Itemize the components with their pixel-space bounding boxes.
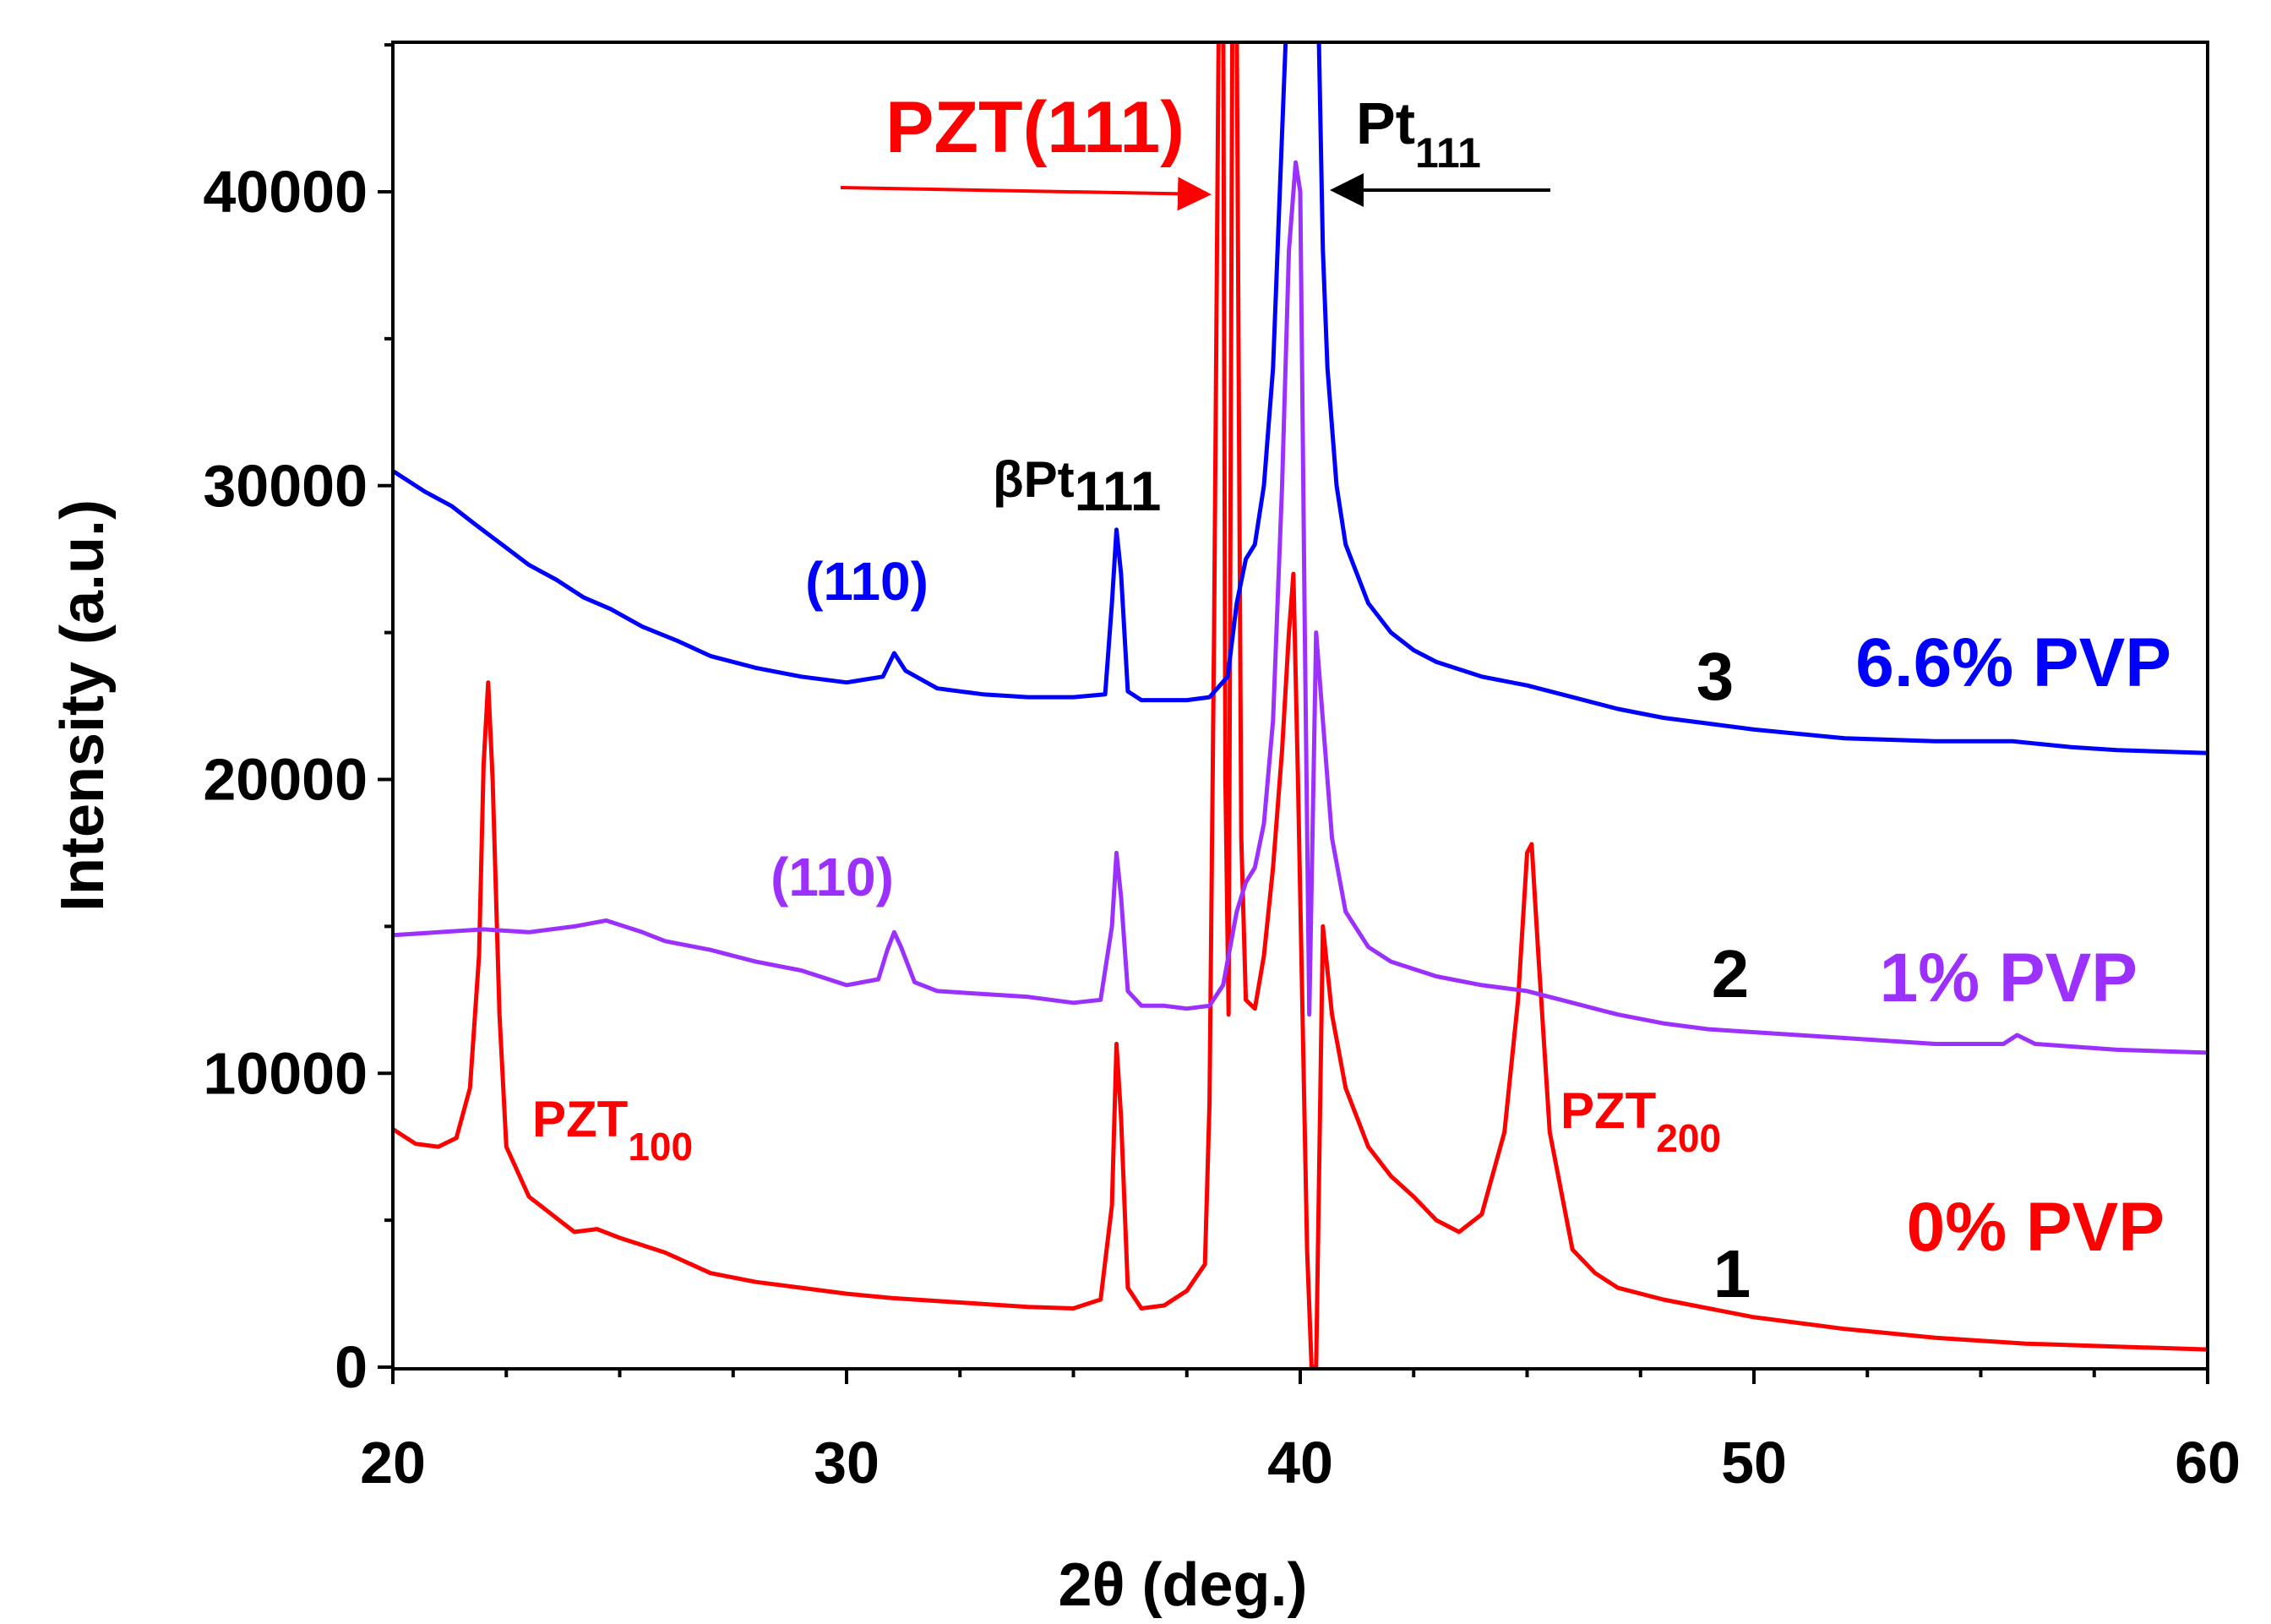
- curve-number-2: 2: [1712, 936, 1750, 1011]
- curve-number-1: 1: [1713, 1236, 1751, 1311]
- pzt100-label: PZT100: [532, 1091, 693, 1169]
- x-tick-label: 60: [2175, 1430, 2241, 1496]
- y-tick-label: 40000: [203, 159, 368, 225]
- y-tick-label: 20000: [203, 747, 368, 813]
- data-curves: [393, 42, 2208, 1369]
- series-line-0-pvp: [393, 42, 2208, 1369]
- x-tick-label: 50: [1721, 1430, 1787, 1496]
- pzt110-blue-label: (110): [805, 551, 929, 612]
- curve-number-3: 3: [1696, 639, 1735, 714]
- series-line-1-pvp: [393, 160, 2208, 1055]
- x-axis-label: 2θ (deg.): [1059, 1551, 1308, 1619]
- y-tick-label: 0: [335, 1334, 368, 1400]
- series-line-6-6-pvp: [393, 42, 2208, 755]
- pzt200-label: PZT200: [1560, 1082, 1721, 1160]
- pzt111-label: PZT(111): [885, 87, 1185, 168]
- pzt111-arrow: [840, 177, 1212, 211]
- series-label-1-pvp: 1% PVP: [1880, 940, 2138, 1016]
- pt111-label: Pt111: [1356, 90, 1481, 177]
- x-tick-label: 40: [1267, 1430, 1333, 1496]
- x-tick-label: 20: [360, 1430, 426, 1496]
- x-tick-label: 30: [814, 1430, 880, 1496]
- peak-annotations: PZT(111) Pt111 βPt111 (110) (110) PZT100…: [532, 87, 1721, 1169]
- y-tick-label: 30000: [203, 453, 368, 519]
- y-tick-label: 10000: [203, 1040, 368, 1106]
- beta-pt111-label: βPt111: [993, 451, 1161, 522]
- pzt110-purple-label: (110): [771, 847, 894, 907]
- x-axis-ticks: 20 30 40 50 60: [360, 1369, 2241, 1496]
- y-axis-ticks: 0 10000 20000 30000 40000: [203, 43, 393, 1400]
- series-label-0-pvp: 0% PVP: [1907, 1189, 2165, 1266]
- y-axis-label: Intensity (a.u.): [49, 499, 117, 912]
- series-labels: 3 6.6% PVP 2 1% PVP 1 0% PVP: [1696, 624, 2171, 1311]
- series-label-6-6-pvp: 6.6% PVP: [1855, 624, 2171, 701]
